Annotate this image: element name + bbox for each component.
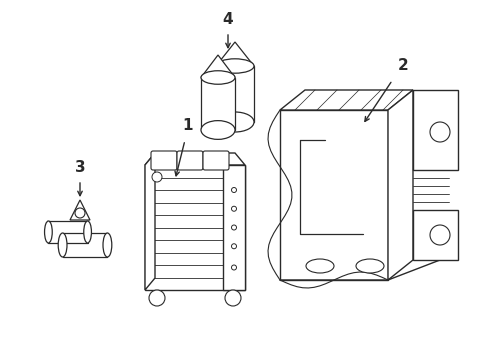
Ellipse shape: [44, 221, 52, 243]
Ellipse shape: [83, 221, 91, 243]
Text: 4: 4: [222, 12, 233, 27]
Bar: [223, 165, 244, 290]
Circle shape: [429, 225, 449, 245]
FancyBboxPatch shape: [203, 151, 228, 170]
Circle shape: [231, 188, 236, 193]
Text: 3: 3: [75, 160, 85, 175]
Circle shape: [224, 290, 241, 306]
Circle shape: [231, 265, 236, 270]
Bar: [201, 77, 235, 130]
Ellipse shape: [305, 259, 333, 273]
Polygon shape: [70, 200, 90, 220]
Polygon shape: [145, 153, 155, 290]
Circle shape: [149, 290, 164, 306]
Ellipse shape: [201, 121, 235, 139]
Circle shape: [231, 244, 236, 249]
Ellipse shape: [103, 233, 112, 257]
Circle shape: [152, 172, 162, 182]
Circle shape: [75, 208, 85, 218]
Ellipse shape: [216, 59, 253, 73]
Bar: [216, 66, 253, 122]
Polygon shape: [280, 90, 412, 110]
Polygon shape: [201, 55, 235, 77]
Circle shape: [231, 225, 236, 230]
FancyBboxPatch shape: [151, 151, 177, 170]
FancyBboxPatch shape: [177, 151, 203, 170]
Polygon shape: [412, 90, 457, 170]
Bar: [145, 165, 244, 290]
Circle shape: [231, 206, 236, 211]
Ellipse shape: [355, 259, 383, 273]
Polygon shape: [412, 210, 457, 260]
Text: 1: 1: [183, 118, 193, 133]
Polygon shape: [387, 90, 412, 280]
Ellipse shape: [58, 233, 67, 257]
Polygon shape: [216, 42, 253, 66]
Circle shape: [429, 122, 449, 142]
Bar: [280, 110, 387, 280]
Ellipse shape: [201, 71, 235, 84]
Text: 2: 2: [397, 58, 407, 73]
Polygon shape: [145, 153, 244, 165]
Ellipse shape: [216, 112, 253, 132]
